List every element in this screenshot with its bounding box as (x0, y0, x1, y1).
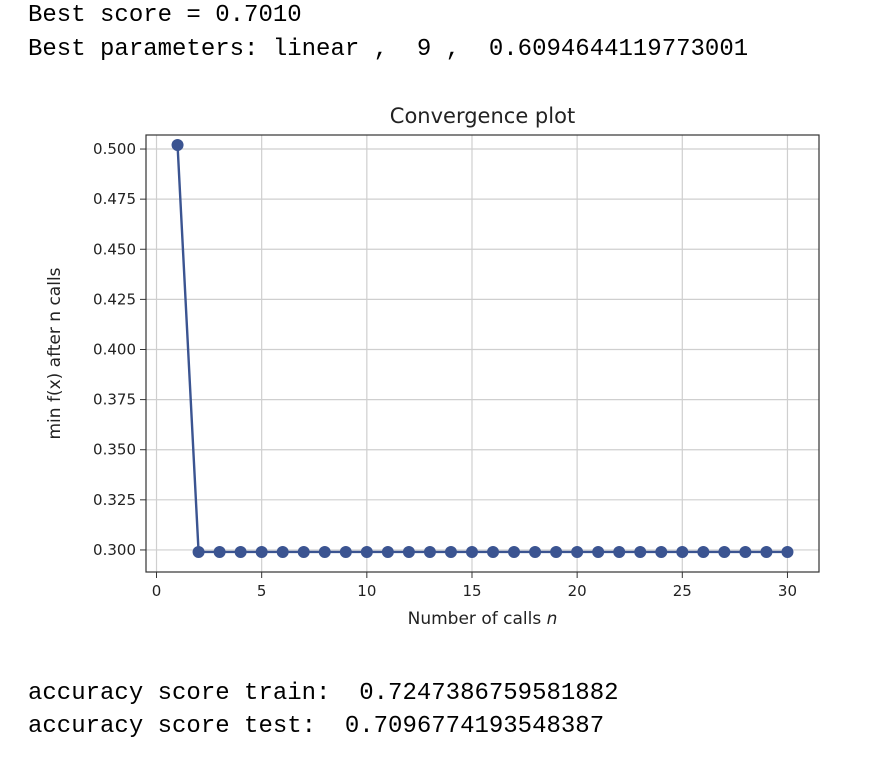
data-point (550, 545, 563, 558)
y-tick-label: 0.350 (93, 441, 136, 459)
x-tick-label: 25 (673, 582, 692, 600)
data-point (339, 545, 352, 558)
data-point (571, 545, 584, 558)
chart-title: Convergence plot (390, 104, 575, 128)
best-parameters-line: Best parameters: linear , 9 , 0.60946441… (28, 36, 749, 63)
x-tick-label: 10 (357, 582, 376, 600)
data-point (592, 545, 605, 558)
y-tick-label: 0.325 (93, 491, 136, 509)
data-point (171, 139, 184, 152)
plot-frame (145, 134, 820, 573)
y-tick-label: 0.500 (93, 140, 136, 158)
data-point (529, 545, 542, 558)
axis-ticks: 0 5 10 15 20 25 30 0.300 0.325 0.350 0.375 0.400 0.4… (93, 140, 797, 600)
data-point (297, 545, 310, 558)
y-tick-label: 0.475 (93, 190, 136, 208)
y-tick-label: 0.400 (93, 340, 136, 358)
y-tick-label: 0.300 (93, 541, 136, 559)
x-tick-label: 20 (568, 582, 587, 600)
data-point (655, 545, 668, 558)
x-axis-label-text: Number of calls (408, 609, 547, 629)
y-tick-label: 0.375 (93, 391, 136, 409)
data-point (213, 545, 226, 558)
grid-lines (146, 135, 819, 572)
data-point (444, 545, 457, 558)
series-line-group (171, 139, 794, 558)
data-point (634, 545, 647, 558)
data-point (760, 545, 773, 558)
x-tick-label: 15 (462, 582, 481, 600)
data-point (234, 545, 247, 558)
data-point (402, 545, 415, 558)
data-point (381, 545, 394, 558)
convergence-plot: 0 5 10 15 20 25 30 0.300 0.325 0.350 0.375 0.400 0.4… (45, 104, 820, 629)
data-point (255, 545, 268, 558)
data-point (423, 545, 436, 558)
data-point (508, 545, 521, 558)
data-point (465, 545, 478, 558)
x-axis-label-var: n (547, 609, 558, 629)
x-tick-label: 0 (152, 582, 162, 600)
data-point (697, 545, 710, 558)
data-point (781, 545, 794, 558)
data-point (360, 545, 373, 558)
accuracy-train-line: accuracy score train: 0.7247386759581882 (28, 680, 619, 707)
x-tick-label: 30 (778, 582, 797, 600)
data-point (613, 545, 626, 558)
data-point (487, 545, 500, 558)
accuracy-test-line: accuracy score test: 0.7096774193548387 (28, 713, 605, 740)
y-tick-label: 0.450 (93, 240, 136, 258)
data-point (276, 545, 289, 558)
data-point (192, 545, 205, 558)
y-tick-label: 0.425 (93, 290, 136, 308)
series-line (176, 144, 788, 554)
data-point (718, 545, 731, 558)
x-axis-label: Number of calls n (408, 609, 558, 629)
data-point (739, 545, 752, 558)
x-tick-label: 5 (257, 582, 267, 600)
data-point (676, 545, 689, 558)
data-point (318, 545, 331, 558)
best-score-line: Best score = 0.7010 (28, 2, 302, 29)
y-axis-label: min f(x) after n calls (45, 267, 65, 439)
